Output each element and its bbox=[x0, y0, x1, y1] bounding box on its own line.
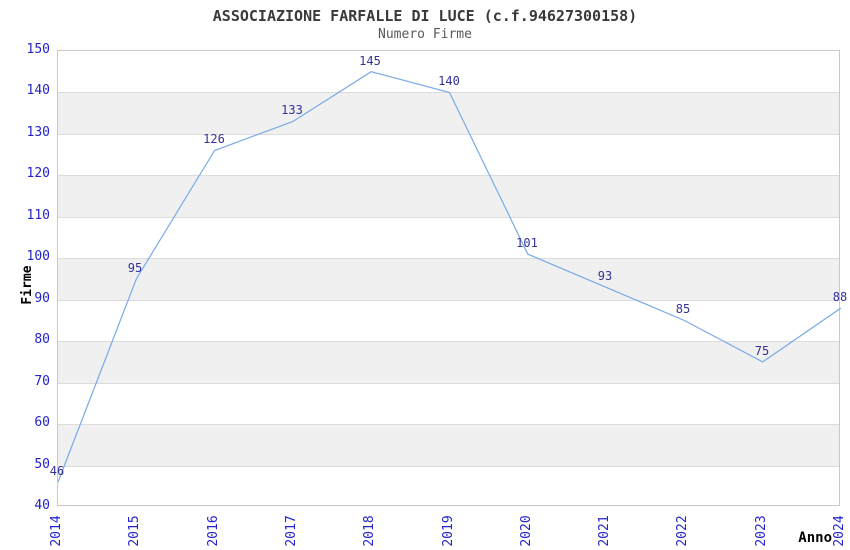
y-tick-label: 140 bbox=[26, 83, 50, 98]
y-tick-label: 100 bbox=[26, 249, 50, 264]
x-tick-label: 2024 bbox=[832, 515, 847, 547]
data-point-label: 93 bbox=[597, 269, 613, 283]
gridline bbox=[58, 217, 839, 218]
gridline bbox=[58, 300, 839, 301]
y-tick-label: 80 bbox=[34, 332, 50, 347]
data-point-label: 101 bbox=[516, 236, 538, 250]
grid-band bbox=[58, 258, 839, 300]
x-tick-label: 2021 bbox=[597, 515, 612, 547]
y-tick-label: 70 bbox=[34, 374, 50, 389]
x-tick-label: 2014 bbox=[49, 515, 64, 547]
data-point-label: 85 bbox=[675, 302, 691, 316]
x-tick-label: 2018 bbox=[362, 515, 377, 547]
x-axis-title: Anno bbox=[798, 530, 832, 546]
gridline bbox=[58, 383, 839, 384]
y-tick-label: 90 bbox=[34, 291, 50, 306]
y-tick-label: 130 bbox=[26, 125, 50, 140]
grid-band bbox=[58, 175, 839, 217]
gridline bbox=[58, 175, 839, 176]
data-point-label: 140 bbox=[438, 74, 460, 88]
gridline bbox=[58, 424, 839, 425]
y-tick-label: 110 bbox=[26, 208, 50, 223]
grid-band bbox=[58, 92, 839, 134]
x-tick-label: 2017 bbox=[284, 515, 299, 547]
gridline bbox=[58, 134, 839, 135]
gridline bbox=[58, 258, 839, 259]
y-tick-label: 40 bbox=[34, 498, 50, 513]
y-tick-label: 50 bbox=[34, 457, 50, 472]
grid-band bbox=[58, 341, 839, 383]
grid-band bbox=[58, 424, 839, 466]
x-tick-label: 2020 bbox=[519, 515, 534, 547]
y-tick-label: 60 bbox=[34, 415, 50, 430]
plot-area bbox=[57, 50, 841, 506]
data-point-label: 95 bbox=[127, 261, 143, 275]
line-series bbox=[58, 71, 841, 483]
data-point-label: 46 bbox=[49, 464, 65, 478]
data-point-label: 145 bbox=[359, 54, 381, 68]
x-tick-label: 2016 bbox=[206, 515, 221, 547]
x-tick-label: 2015 bbox=[127, 515, 142, 547]
y-axis-title: Firme bbox=[20, 265, 35, 305]
data-point-label: 126 bbox=[203, 132, 225, 146]
data-point-label: 88 bbox=[832, 290, 848, 304]
chart-subtitle: Numero Firme bbox=[378, 27, 472, 42]
x-tick-label: 2022 bbox=[675, 515, 690, 547]
data-point-label: 75 bbox=[754, 344, 770, 358]
y-tick-label: 150 bbox=[26, 42, 50, 57]
gridline bbox=[58, 341, 839, 342]
y-tick-label: 120 bbox=[26, 166, 50, 181]
x-tick-label: 2023 bbox=[754, 515, 769, 547]
x-tick-label: 2019 bbox=[441, 515, 456, 547]
gridline bbox=[58, 466, 839, 467]
data-point-label: 133 bbox=[281, 103, 303, 117]
chart-title: ASSOCIAZIONE FARFALLE DI LUCE (c.f.94627… bbox=[212, 7, 638, 25]
